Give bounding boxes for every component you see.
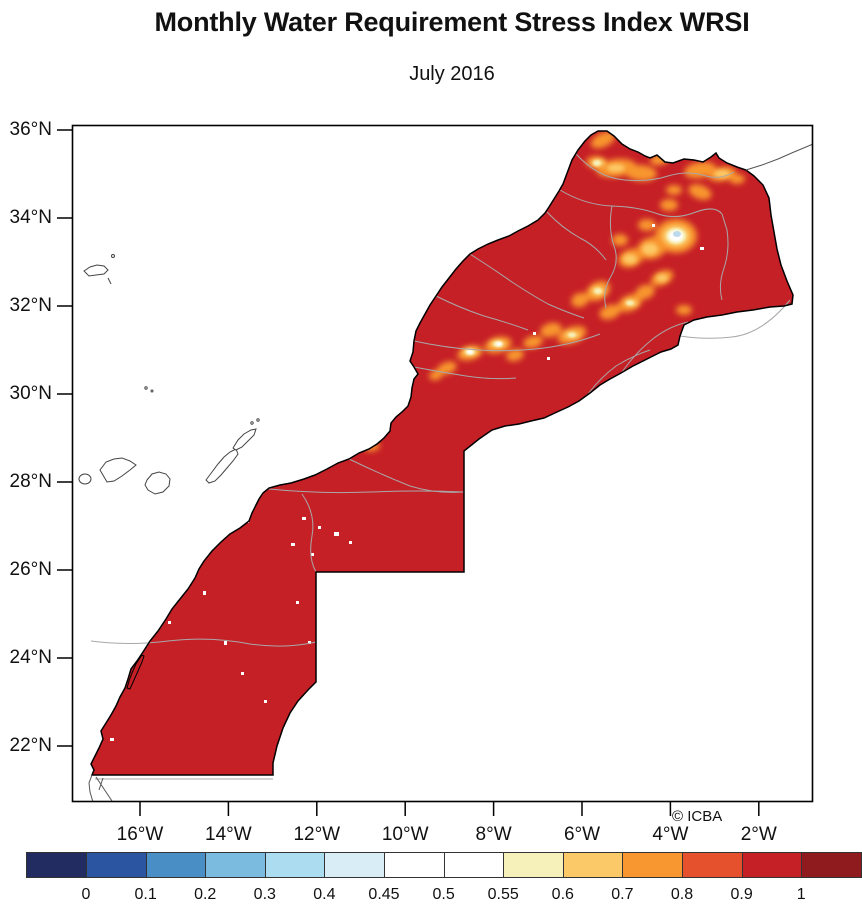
- colorbar-segment: [384, 852, 445, 878]
- colorbar-tick-label: 0.4: [313, 886, 336, 903]
- colorbar-tick-label: 0.9: [730, 886, 753, 903]
- colorbar-tick-label: 1: [796, 886, 806, 903]
- lat-tick-label: 32°N: [9, 295, 52, 316]
- lat-tick-label: 22°N: [9, 735, 52, 756]
- colorbar-segment: [562, 852, 624, 878]
- wrsi-orange-patches: [364, 131, 745, 452]
- colorbar-segment: [86, 852, 147, 878]
- colorbar-tick-label: 0.2: [194, 886, 217, 903]
- colorbar-segment: [443, 852, 505, 878]
- colorbar-segment: [622, 852, 683, 878]
- colorbar-segment: [741, 852, 803, 878]
- canary-islands: [78, 386, 260, 495]
- lon-tick-label: 12°W: [293, 824, 341, 845]
- colorbar-segment: [264, 852, 326, 878]
- colorbar-segment: [26, 852, 87, 878]
- admin-boundaries: [90, 153, 791, 780]
- lon-tick-label: 6°W: [563, 824, 601, 845]
- madeira-islands: [83, 254, 115, 285]
- colorbar-segment: [682, 852, 743, 878]
- colorbar-tick-label: 0.5: [432, 886, 455, 903]
- colorbar-tick-label: 0.8: [670, 886, 694, 903]
- colorbar-segment: [145, 852, 207, 878]
- colorbar-segment: [324, 852, 385, 878]
- colorbar-tick-label: 0.3: [253, 886, 276, 903]
- lat-tick-label: 28°N: [9, 471, 52, 492]
- colorbar-tick-label: 0.55: [487, 886, 519, 903]
- lat-tick-label: 34°N: [9, 207, 52, 228]
- neighbour-coastlines: [88, 143, 814, 803]
- axis-ticks: [57, 129, 760, 816]
- chart-subtitle: July 2016: [409, 63, 495, 85]
- plot-frame: [71, 124, 814, 803]
- colorbar-segment: [503, 852, 564, 878]
- colorbar-tick-label: 0: [81, 886, 91, 903]
- colorbar-segment: [801, 852, 862, 878]
- wrsi-blue-core: [673, 231, 681, 237]
- dakhla-peninsula: [126, 654, 145, 690]
- colorbar-tick-label: 0.6: [551, 886, 574, 903]
- lon-tick-label: 14°W: [205, 824, 252, 845]
- colorbar-tick-label: 0.7: [611, 886, 634, 903]
- colorbar-tick-label: 0.45: [368, 886, 400, 903]
- lon-tick-label: 16°W: [116, 824, 164, 845]
- colorbar-tick-label: 0.1: [134, 886, 157, 903]
- lat-tick-label: 36°N: [9, 119, 52, 140]
- lat-tick-label: 26°N: [9, 559, 52, 580]
- lat-tick-label: 24°N: [9, 647, 52, 668]
- lon-tick-label: 8°W: [475, 824, 512, 845]
- lon-tick-label: 4°W: [652, 824, 689, 845]
- attribution-label: © ICBA: [672, 808, 723, 825]
- lon-tick-label: 10°W: [381, 824, 429, 845]
- wrsi-clear-pixels: [110, 224, 704, 741]
- colorbar-segment: [205, 852, 266, 878]
- lon-tick-label: 2°W: [740, 824, 777, 845]
- chart-title: Monthly Water Requirement Stress Index W…: [154, 7, 750, 37]
- lat-tick-label: 30°N: [9, 383, 52, 404]
